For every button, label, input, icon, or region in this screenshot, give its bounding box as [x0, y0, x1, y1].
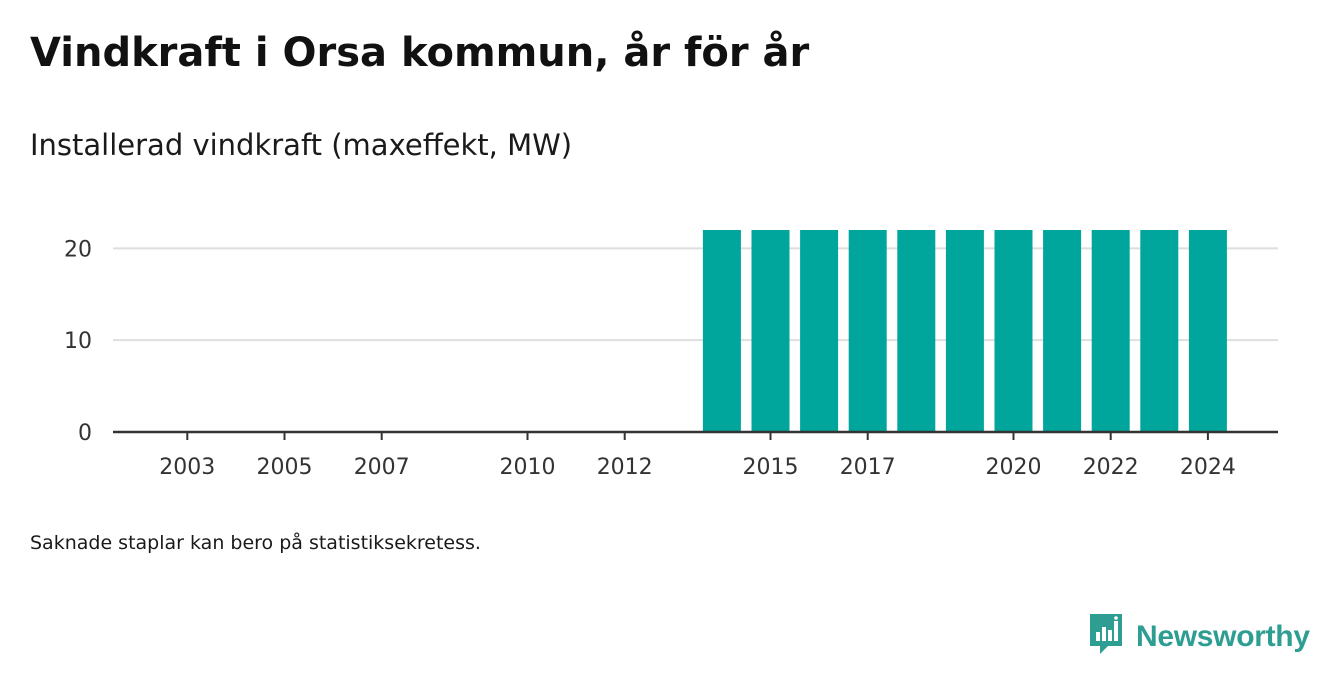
- x-tick-label: 2003: [159, 455, 215, 480]
- y-axis-labels: 0 10 20: [64, 237, 92, 446]
- chart-title: Vindkraft i Orsa kommun, år för år: [30, 30, 810, 76]
- bar-2023[interactable]: [1140, 230, 1179, 432]
- x-tick-label: 2024: [1180, 455, 1236, 480]
- bar-2022[interactable]: [1091, 230, 1130, 432]
- x-tick-label: 2012: [597, 455, 653, 480]
- bar-2018[interactable]: [897, 230, 936, 432]
- x-tick-label: 2015: [743, 455, 799, 480]
- y-tick-label: 20: [64, 237, 92, 262]
- bar-2015[interactable]: [751, 230, 790, 432]
- x-axis: [113, 430, 1278, 440]
- footnote: Saknade staplar kan bero på statistiksek…: [30, 532, 481, 554]
- x-tick-label: 2020: [986, 455, 1042, 480]
- gridlines: [113, 247, 1278, 342]
- bar-2017[interactable]: [848, 230, 887, 432]
- bars: [702, 230, 1227, 432]
- bar-2021[interactable]: [1043, 230, 1082, 432]
- x-tick-label: 2010: [500, 455, 556, 480]
- chart-subtitle: Installerad vindkraft (maxeffekt, MW): [30, 128, 573, 162]
- brand-name: Newsworthy: [1136, 619, 1310, 653]
- bar-2024[interactable]: [1188, 230, 1227, 432]
- x-tick-label: 2017: [840, 455, 896, 480]
- bar-2014[interactable]: [702, 230, 741, 432]
- y-tick-label: 10: [64, 329, 92, 354]
- bar-2016[interactable]: [800, 230, 839, 432]
- x-tick-label: 2005: [257, 455, 313, 480]
- bar-2020[interactable]: [994, 230, 1033, 432]
- brand-logo[interactable]: Newsworthy: [1088, 612, 1310, 661]
- x-tick-label: 2022: [1083, 455, 1139, 480]
- newsworthy-chart-bubble-icon: [1088, 612, 1124, 661]
- x-tick-label: 2007: [354, 455, 410, 480]
- bar-2019[interactable]: [945, 230, 984, 432]
- x-axis-labels: 2003 2005 2007 2010 2012 2015 2017 2020 2022 2024: [159, 455, 1236, 480]
- y-tick-label: 0: [78, 421, 92, 446]
